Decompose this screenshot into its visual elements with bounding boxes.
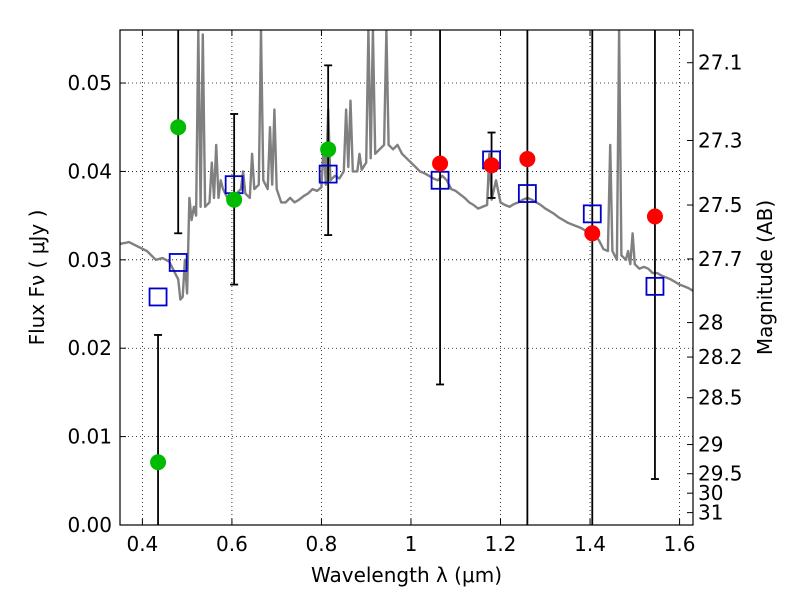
model-photometry-square — [168, 253, 188, 272]
data-point — [432, 155, 449, 172]
y-axis-title: Flux Fν ( μJy ) — [25, 210, 49, 346]
right-tick-label: 29.5 — [698, 462, 743, 486]
right-tick-label: 28.5 — [698, 386, 743, 410]
model-photometry-layer — [148, 150, 665, 307]
y-tick-label: 0.01 — [67, 425, 112, 449]
y-tick-label: 0.02 — [67, 336, 112, 360]
x-axis-title: Wavelength λ (μm) — [311, 563, 502, 587]
model-sed-line — [120, 30, 693, 301]
right-tick-label: 27.1 — [698, 51, 743, 75]
observed-points-layer — [150, 119, 663, 471]
right-tick-label: 27.7 — [698, 247, 743, 271]
x-tick-label: 1 — [405, 532, 418, 556]
error-bars-layer — [154, 30, 659, 525]
model-photometry-square — [582, 204, 602, 224]
x-tick-label: 1.2 — [485, 532, 517, 556]
model-photometry-square — [148, 287, 168, 307]
model-photometry-square — [645, 276, 665, 296]
model-photometry-square — [517, 184, 537, 203]
right-tick-label: 31 — [698, 501, 723, 525]
x-tick-label: 1.4 — [574, 532, 606, 556]
right-axis-title: Magnitude (AB) — [753, 200, 777, 355]
data-point — [320, 141, 337, 158]
y-tick-label: 0.05 — [67, 71, 112, 95]
data-point — [584, 225, 601, 242]
model-sed-layer — [120, 30, 693, 301]
data-point — [519, 151, 536, 168]
right-tick-label: 29 — [698, 433, 723, 457]
x-tick-label: 0.6 — [216, 532, 248, 556]
x-tick-label: 1.6 — [664, 532, 696, 556]
y-tick-label: 0.00 — [67, 513, 112, 537]
right-tick-label: 27.3 — [698, 128, 743, 152]
model-photometry-square — [430, 170, 450, 190]
ticks: 0.4 0.6 0.8 1 1.2 1.4 1.6 0.00 0.01 0.02 0.03 0.04 0… — [67, 30, 743, 556]
right-tick-label: 28.2 — [698, 345, 743, 369]
y-tick-label: 0.04 — [67, 159, 112, 183]
right-tick-label: 27.5 — [698, 193, 743, 217]
data-point — [483, 157, 500, 174]
data-point — [646, 208, 663, 225]
y-tick-label: 0.03 — [67, 248, 112, 272]
x-tick-label: 0.8 — [306, 532, 338, 556]
data-point — [226, 191, 243, 208]
model-photometry-square — [318, 164, 338, 184]
plot-frame — [119, 29, 694, 526]
data-point — [150, 454, 167, 471]
right-tick-label: 30 — [698, 481, 723, 505]
right-tick-label: 28 — [698, 311, 723, 335]
grid — [120, 30, 693, 526]
data-point — [170, 119, 187, 136]
x-tick-label: 0.4 — [126, 532, 158, 556]
